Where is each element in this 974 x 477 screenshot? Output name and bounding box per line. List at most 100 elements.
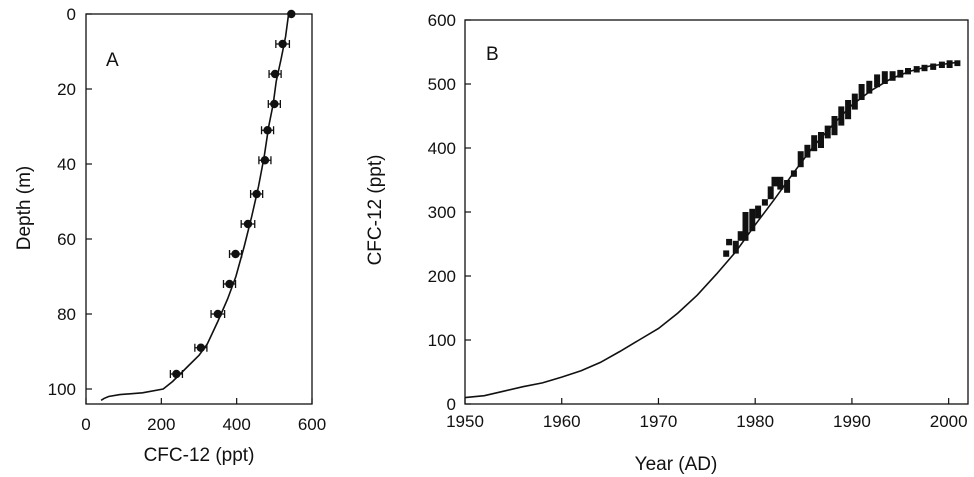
panel-a-marker xyxy=(225,279,234,289)
panel-b-x-tick-label: 1990 xyxy=(833,412,871,431)
panel-b-data-bar xyxy=(726,238,733,246)
panel-a-data-point xyxy=(222,279,237,289)
panel-b-data-bars xyxy=(723,60,961,257)
panel-a-marker xyxy=(260,156,270,165)
panel-b-x-tick-label: 2000 xyxy=(930,412,968,431)
panel-b-data-bar xyxy=(838,106,845,126)
panel-a-data-point xyxy=(260,126,275,135)
panel-a-y-axis-title: Depth (m) xyxy=(14,166,35,250)
panel-a-model-curve xyxy=(100,13,290,401)
panel-b-x-tick-label: 1960 xyxy=(543,412,581,431)
panel-b-data-bar xyxy=(913,66,920,73)
panel-a-label: A xyxy=(106,50,119,71)
panel-a-data-point xyxy=(240,219,256,229)
panel-a-x-tick-label: 200 xyxy=(147,415,175,434)
panel-b-y-tick-label: 200 xyxy=(428,267,456,286)
panel-b: 1950 1960 1970 1980 1990 2000 0 100 200 300 400 50… xyxy=(365,11,969,475)
panel-a-x-tick-label: 600 xyxy=(298,415,326,434)
panel-a-x-tick-label: 0 xyxy=(81,415,90,434)
panel-a-y-tick-label: 40 xyxy=(57,155,76,174)
panel-b-data-bar xyxy=(831,116,838,136)
panel-a-data-point xyxy=(210,309,226,319)
panel-a-y-tick-label: 80 xyxy=(57,305,76,324)
panel-b-y-ticks: 0 100 200 300 400 500 600 xyxy=(428,11,471,414)
panel-a-x-ticks: 0 200 400 600 xyxy=(81,398,326,434)
panel-b-data-bar xyxy=(761,199,768,206)
panel-b-data-bar xyxy=(858,84,865,100)
panel-a-frame xyxy=(85,13,313,405)
panel-b-data-bar xyxy=(777,176,784,190)
panel-b-y-tick-label: 100 xyxy=(428,331,456,350)
panel-b-label: B xyxy=(486,44,499,65)
panel-b-data-bar xyxy=(749,208,756,232)
panel-b-data-bar xyxy=(723,250,730,257)
panel-b-x-axis-title: Year (AD) xyxy=(635,454,718,475)
panel-b-data-bar xyxy=(921,64,928,72)
panel-b-data-bar xyxy=(905,68,911,75)
panel-a-marker xyxy=(196,343,206,352)
panel-a-y-tick-label: 20 xyxy=(57,80,76,99)
panel-b-x-tick-label: 1980 xyxy=(736,412,774,431)
panel-b-data-bar xyxy=(804,144,811,158)
panel-a-marker xyxy=(243,219,253,229)
panel-a-marker xyxy=(270,69,280,79)
panel-a: 0 200 400 600 0 20 40 60 80 100 A CFC-12 (ppt) D… xyxy=(14,5,326,466)
panel-a-data-point xyxy=(228,249,243,259)
panel-b-model-curve xyxy=(464,61,959,399)
panel-b-data-bar xyxy=(866,80,873,94)
panel-a-marker xyxy=(172,369,181,379)
panel-a-marker xyxy=(213,309,223,319)
panel-b-data-bar xyxy=(742,212,749,241)
panel-b-x-tick-label: 1970 xyxy=(640,412,678,431)
panel-a-marker xyxy=(263,126,272,135)
panel-b-data-bar xyxy=(824,125,831,139)
panel-a-data-point xyxy=(275,39,291,49)
panel-a-marker xyxy=(270,99,279,109)
panel-a-model-line xyxy=(100,13,290,401)
panel-b-model-line xyxy=(464,61,959,399)
panel-a-data-point xyxy=(287,9,296,19)
panel-b-data-bar xyxy=(897,69,904,78)
panel-b-data-bar xyxy=(889,71,896,81)
panel-b-data-bar xyxy=(874,74,881,88)
panel-a-x-axis-title: CFC-12 (ppt) xyxy=(144,445,255,466)
panel-b-y-tick-label: 500 xyxy=(428,75,456,94)
panel-b-data-bar xyxy=(732,240,739,254)
panel-a-data-point xyxy=(268,69,282,79)
panel-a-y-tick-label: 0 xyxy=(67,5,76,24)
panel-b-x-ticks: 1950 1960 1970 1980 1990 2000 xyxy=(446,398,968,431)
panel-a-marker xyxy=(231,249,240,259)
panel-b-data-bar xyxy=(930,63,937,70)
panel-a-data-point xyxy=(194,343,208,352)
panel-a-marker xyxy=(287,9,296,19)
panel-b-data-bar xyxy=(784,180,791,193)
panel-a-marker xyxy=(252,189,261,199)
panel-b-x-tick-label: 1950 xyxy=(446,412,484,431)
panel-b-data-bar xyxy=(797,151,804,168)
panel-b-data-bar xyxy=(851,93,858,110)
panel-b-data-bar xyxy=(755,205,762,219)
panel-b-data-bar xyxy=(811,135,818,152)
panel-b-data-bar xyxy=(845,100,852,120)
panel-a-data-point xyxy=(267,99,282,109)
panel-b-data-bar xyxy=(790,170,797,177)
panel-a-data-point xyxy=(249,189,264,199)
panel-b-data-bar xyxy=(767,186,774,200)
panel-a-data-points xyxy=(169,9,296,379)
panel-b-y-axis-title: CFC-12 (ppt) xyxy=(365,155,386,266)
panel-a-marker xyxy=(278,39,287,49)
panel-a-data-point xyxy=(169,369,184,379)
panel-b-data-bar xyxy=(938,61,945,68)
panel-b-data-bar xyxy=(737,231,744,241)
panel-b-data-bar xyxy=(946,60,953,68)
panel-a-y-tick-label: 60 xyxy=(57,230,76,249)
panel-a-x-tick-label: 400 xyxy=(222,415,250,434)
panel-a-y-ticks: 0 20 40 60 80 100 xyxy=(48,5,92,399)
panel-b-y-tick-label: 300 xyxy=(428,203,456,222)
panel-a-y-tick-label: 100 xyxy=(48,380,76,399)
panel-b-data-bar xyxy=(881,71,888,84)
panel-b-data-bar xyxy=(954,60,961,67)
panel-b-y-tick-label: 600 xyxy=(428,11,456,30)
panel-a-data-point xyxy=(258,156,272,165)
